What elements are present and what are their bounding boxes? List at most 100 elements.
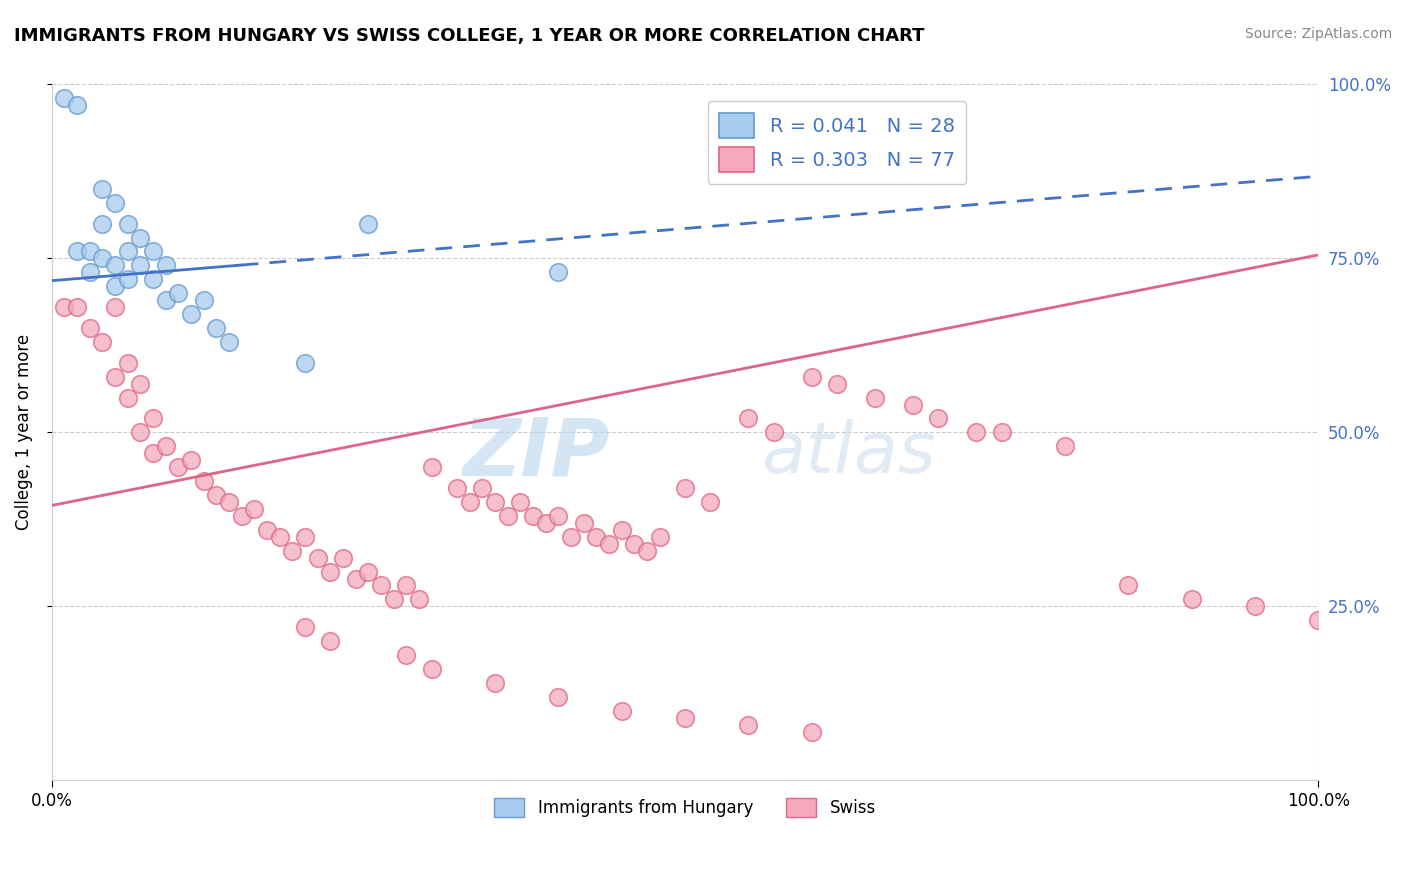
- Point: [699, 495, 721, 509]
- Point: [357, 565, 380, 579]
- Point: [205, 488, 228, 502]
- Point: [1181, 592, 1204, 607]
- Point: [547, 690, 569, 704]
- Point: [610, 523, 633, 537]
- Point: [79, 244, 101, 259]
- Point: [142, 244, 165, 259]
- Point: [484, 495, 506, 509]
- Point: [104, 195, 127, 210]
- Point: [155, 258, 177, 272]
- Point: [522, 508, 544, 523]
- Point: [142, 411, 165, 425]
- Point: [294, 530, 316, 544]
- Point: [66, 300, 89, 314]
- Point: [218, 495, 240, 509]
- Point: [623, 537, 645, 551]
- Point: [79, 321, 101, 335]
- Point: [420, 460, 443, 475]
- Point: [129, 230, 152, 244]
- Point: [180, 307, 202, 321]
- Point: [636, 543, 658, 558]
- Point: [79, 265, 101, 279]
- Text: ZIP: ZIP: [461, 414, 609, 492]
- Point: [990, 425, 1012, 440]
- Point: [117, 391, 139, 405]
- Point: [91, 252, 114, 266]
- Point: [484, 676, 506, 690]
- Point: [1308, 613, 1330, 627]
- Point: [243, 502, 266, 516]
- Point: [281, 543, 304, 558]
- Point: [560, 530, 582, 544]
- Point: [142, 446, 165, 460]
- Y-axis label: College, 1 year or more: College, 1 year or more: [15, 334, 32, 531]
- Point: [269, 530, 291, 544]
- Point: [446, 481, 468, 495]
- Point: [673, 711, 696, 725]
- Point: [193, 293, 215, 307]
- Point: [572, 516, 595, 530]
- Point: [53, 300, 76, 314]
- Point: [395, 578, 418, 592]
- Point: [129, 425, 152, 440]
- Point: [53, 91, 76, 105]
- Point: [155, 439, 177, 453]
- Text: Source: ZipAtlas.com: Source: ZipAtlas.com: [1244, 27, 1392, 41]
- Point: [357, 217, 380, 231]
- Point: [218, 334, 240, 349]
- Point: [547, 265, 569, 279]
- Point: [762, 425, 785, 440]
- Point: [598, 537, 620, 551]
- Point: [927, 411, 949, 425]
- Point: [205, 321, 228, 335]
- Point: [673, 481, 696, 495]
- Point: [104, 258, 127, 272]
- Point: [965, 425, 987, 440]
- Point: [496, 508, 519, 523]
- Point: [610, 704, 633, 718]
- Point: [180, 453, 202, 467]
- Point: [104, 369, 127, 384]
- Point: [117, 244, 139, 259]
- Point: [547, 508, 569, 523]
- Point: [534, 516, 557, 530]
- Point: [737, 411, 759, 425]
- Point: [901, 398, 924, 412]
- Point: [117, 356, 139, 370]
- Point: [129, 258, 152, 272]
- Point: [395, 648, 418, 662]
- Point: [370, 578, 392, 592]
- Point: [471, 481, 494, 495]
- Point: [117, 272, 139, 286]
- Point: [307, 550, 329, 565]
- Text: atlas: atlas: [761, 418, 935, 488]
- Point: [104, 279, 127, 293]
- Point: [193, 474, 215, 488]
- Point: [863, 391, 886, 405]
- Point: [800, 369, 823, 384]
- Point: [332, 550, 354, 565]
- Point: [420, 662, 443, 676]
- Point: [319, 634, 342, 648]
- Point: [256, 523, 278, 537]
- Point: [104, 300, 127, 314]
- Point: [66, 98, 89, 112]
- Point: [648, 530, 671, 544]
- Point: [91, 334, 114, 349]
- Point: [825, 376, 848, 391]
- Point: [1053, 439, 1076, 453]
- Point: [737, 717, 759, 731]
- Point: [800, 724, 823, 739]
- Point: [167, 460, 190, 475]
- Point: [319, 565, 342, 579]
- Point: [344, 572, 367, 586]
- Point: [117, 217, 139, 231]
- Point: [91, 182, 114, 196]
- Point: [382, 592, 405, 607]
- Point: [458, 495, 481, 509]
- Point: [66, 244, 89, 259]
- Text: IMMIGRANTS FROM HUNGARY VS SWISS COLLEGE, 1 YEAR OR MORE CORRELATION CHART: IMMIGRANTS FROM HUNGARY VS SWISS COLLEGE…: [14, 27, 925, 45]
- Point: [167, 286, 190, 301]
- Point: [91, 217, 114, 231]
- Point: [231, 508, 253, 523]
